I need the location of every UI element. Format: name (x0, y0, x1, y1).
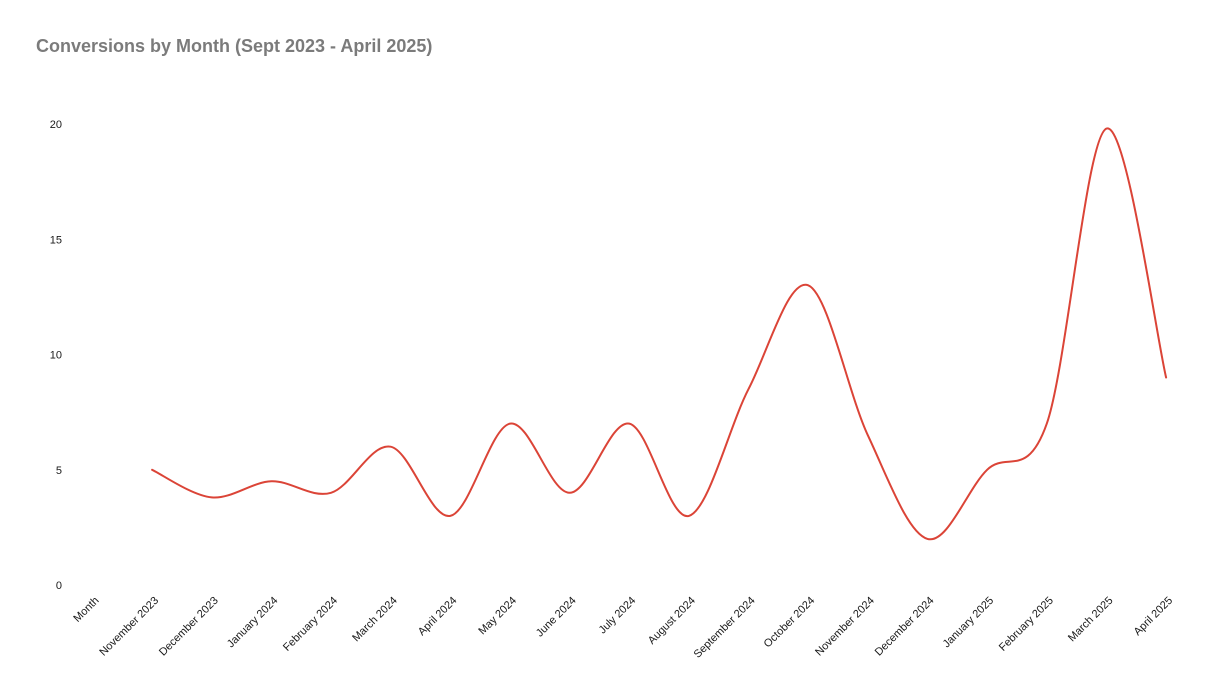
x-axis-tick-label: October 2024 (762, 595, 818, 651)
chart-title: Conversions by Month (Sept 2023 - April … (36, 36, 433, 56)
x-axis-tick-label: June 2024 (534, 595, 579, 640)
x-axis-tick-label: March 2024 (350, 595, 400, 645)
conversions-line (151, 127, 1168, 541)
x-axis-tick-label: September 2024 (692, 595, 758, 661)
x-axis-tick-label: November 2023 (97, 595, 161, 659)
x-axis-tick-label: November 2024 (813, 595, 877, 659)
x-axis-tick-label: Month (71, 595, 101, 625)
x-axis-tick-label: April 2024 (416, 595, 460, 639)
x-axis-tick-label: May 2024 (476, 595, 519, 638)
x-axis-tick-label: July 2024 (597, 595, 639, 637)
x-axis-tick-label: January 2025 (941, 595, 997, 651)
x-axis-tick-label: December 2024 (873, 595, 937, 659)
y-axis-tick-label: 15 (50, 234, 62, 246)
x-axis-tick-label: December 2023 (157, 595, 221, 659)
y-axis-tick-label: 0 (56, 580, 62, 592)
x-axis-tick-label: February 2024 (281, 595, 340, 654)
x-axis-tick-label: February 2025 (997, 595, 1056, 654)
x-axis-tick-label: January 2024 (225, 595, 281, 651)
y-axis-tick-label: 5 (56, 465, 62, 477)
x-axis-tick-label: March 2025 (1066, 595, 1116, 645)
y-axis-tick-label: 20 (50, 119, 62, 131)
x-axis-tick-label: April 2025 (1132, 595, 1176, 639)
y-axis-tick-label: 10 (50, 350, 62, 362)
x-axis-tick-label: August 2024 (646, 595, 698, 647)
